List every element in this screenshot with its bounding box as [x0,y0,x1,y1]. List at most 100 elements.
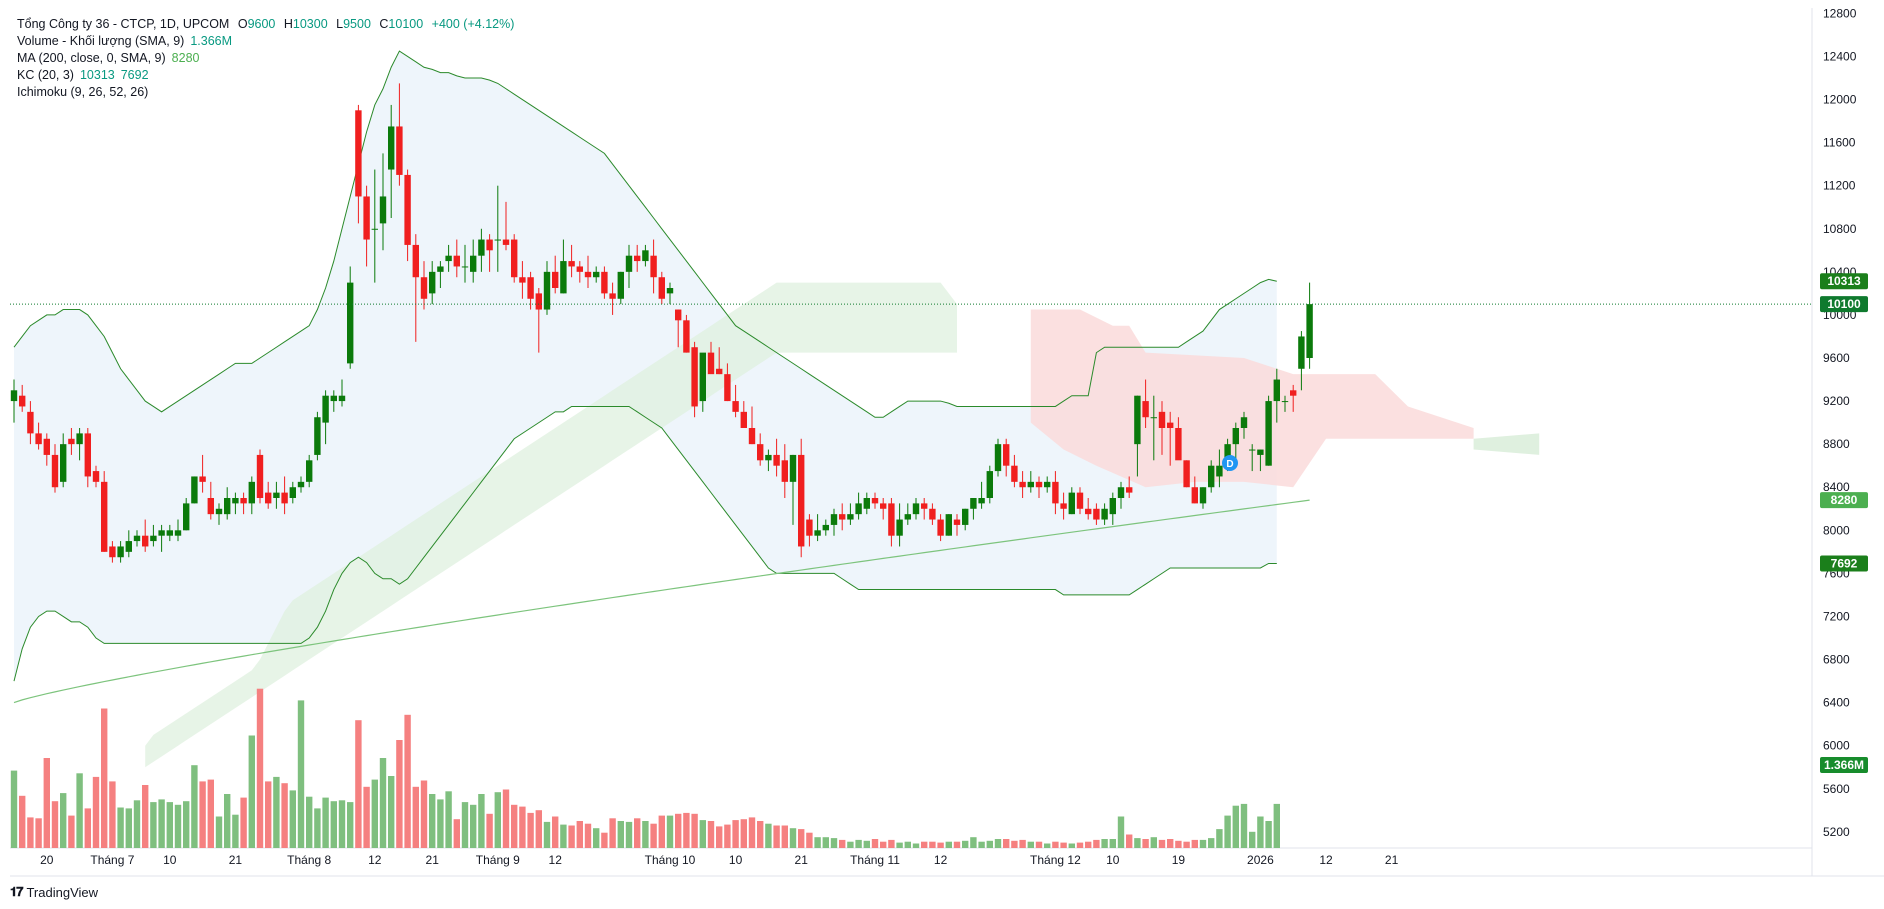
volume-bar [880,841,887,848]
tradingview-brand[interactable]: 𝟏𝟕 TradingView [10,884,98,900]
volume-bar [855,839,862,848]
volume-bar [265,781,272,848]
volume-bar [199,781,206,848]
candle-body [117,546,124,558]
dividend-badge [1222,455,1238,471]
volume-bar [60,793,67,848]
candle-body [314,417,321,455]
volume-bar [355,720,362,848]
volume-bar [1183,841,1190,848]
volume-bar [535,810,542,848]
volume-bar [552,816,559,848]
candle-body [1101,508,1108,520]
legend-volume-row[interactable]: Volume - Khối lượng (SMA, 9) 1.366M [17,33,514,50]
candle-body [109,546,116,558]
volume-bar [1134,838,1141,848]
volume-bar [43,758,50,848]
legend-ichimoku-row[interactable]: Ichimoku (9, 26, 52, 26) [17,84,514,101]
candle-body [1035,481,1043,488]
candle-body [27,411,34,434]
candle-body [379,196,387,224]
candle-body [609,293,616,299]
legend-ma-row[interactable]: MA (200, close, 0, SMA, 9) 8280 [17,50,514,67]
x-tick-label: 12 [934,853,948,867]
volume-bar [560,824,567,848]
volume-bar [68,815,75,848]
volume-bar [158,799,165,848]
volume-bar [1027,841,1034,848]
volume-bar [593,828,600,848]
candle-body [798,454,805,547]
volume-bar [1011,840,1018,848]
candle-body [1167,422,1174,428]
volume-bar [1150,837,1157,848]
volume-bar [896,842,903,848]
volume-bar [396,740,403,848]
volume-bar [543,821,551,848]
volume-bar [601,832,608,848]
legend-kc-row[interactable]: KC (20, 3) 10313 7692 [17,67,514,84]
candle-body [642,250,649,262]
volume-bar [371,779,378,848]
x-tick-label: 20 [40,853,54,867]
volume-bar [707,821,715,848]
candle-body [1003,444,1010,466]
volume-bar [297,700,305,848]
candle-body [863,498,870,509]
y-tick-label: 11200 [1823,179,1856,193]
candle-body [617,271,624,299]
candle-body [51,454,59,488]
tradingview-logo-icon: 𝟏𝟕 [10,884,24,899]
candle-body [699,352,706,402]
volume-bar [1191,839,1198,848]
candle-body [1027,481,1034,488]
candle-body [1298,336,1305,369]
volume-bar [740,819,747,848]
volume-bar [757,821,764,848]
volume-bar [724,824,731,848]
candle-body [1150,417,1157,419]
volume-bar [1068,843,1075,848]
volume-value: 1.366M [190,34,233,48]
candle-body [453,255,460,267]
volume-bar [224,794,231,848]
candle-body [953,519,961,525]
volume-bar [486,813,493,848]
volume-bar [166,802,173,848]
volume-bar [937,842,944,848]
candle-body [691,347,698,407]
candle-body [133,535,141,542]
candle-body [1060,503,1067,509]
volume-bar [519,806,526,848]
candle-body [683,320,690,353]
volume-bar [1035,841,1043,848]
candle-body [871,498,879,504]
volume-bar [962,840,969,848]
candle-body [1249,449,1256,451]
price-tag [1820,273,1868,290]
volume-bar [404,714,411,848]
candle-body [1224,444,1231,466]
volume-bar [1257,816,1264,848]
candle-body [347,282,354,364]
volume-bar [248,735,255,848]
candle-body [855,503,862,515]
candle-body [888,503,895,536]
volume-bar [494,792,501,848]
volume-bar [625,821,633,848]
y-tick-label: 8000 [1823,523,1850,537]
volume-bar [822,837,829,848]
volume-bar [35,818,42,848]
x-tick-label: 19 [1172,853,1186,867]
candle-body [625,255,633,272]
candle-body [265,492,272,504]
candle-body [273,492,280,498]
y-tick-label: 8400 [1823,480,1850,494]
x-tick-label: Tháng 7 [90,853,134,867]
symbol-title[interactable]: Tổng Công ty 36 - CTCP, 1D, UPCOM [17,17,230,31]
candle-body [757,444,764,461]
volume-bar [445,791,452,848]
volume-bar [798,829,805,848]
volume-bar [1167,839,1174,848]
volume-bar [904,841,911,848]
